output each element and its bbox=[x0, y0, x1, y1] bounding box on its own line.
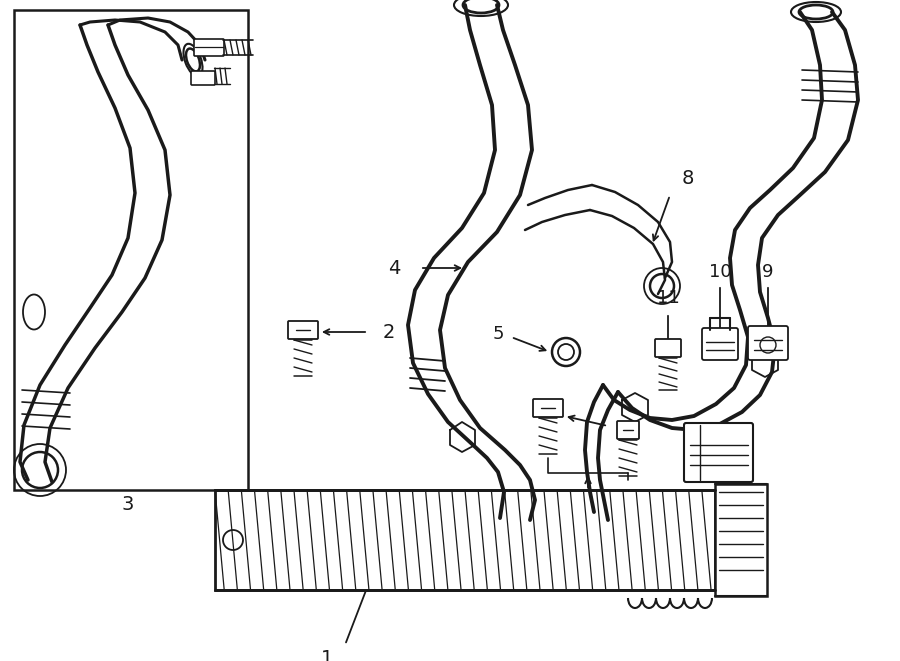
Bar bbox=[14, 10, 248, 490]
FancyBboxPatch shape bbox=[684, 423, 753, 482]
Text: 1: 1 bbox=[320, 648, 333, 661]
FancyBboxPatch shape bbox=[748, 326, 788, 360]
Bar bbox=[715, 484, 767, 596]
FancyBboxPatch shape bbox=[533, 399, 563, 417]
Text: 5: 5 bbox=[492, 325, 504, 343]
Text: 7: 7 bbox=[580, 495, 592, 513]
Text: 6: 6 bbox=[617, 421, 629, 439]
Text: 8: 8 bbox=[682, 169, 694, 188]
Text: 10: 10 bbox=[708, 263, 732, 281]
Text: 2: 2 bbox=[383, 323, 395, 342]
Text: 11: 11 bbox=[657, 289, 680, 307]
FancyBboxPatch shape bbox=[655, 339, 681, 357]
FancyBboxPatch shape bbox=[191, 71, 215, 85]
Text: 3: 3 bbox=[122, 496, 134, 514]
Text: 4: 4 bbox=[388, 258, 400, 278]
FancyBboxPatch shape bbox=[617, 421, 639, 439]
Text: 9: 9 bbox=[762, 263, 774, 281]
FancyBboxPatch shape bbox=[288, 321, 318, 339]
Bar bbox=[215, 490, 715, 590]
FancyBboxPatch shape bbox=[702, 328, 738, 360]
FancyBboxPatch shape bbox=[194, 39, 224, 56]
